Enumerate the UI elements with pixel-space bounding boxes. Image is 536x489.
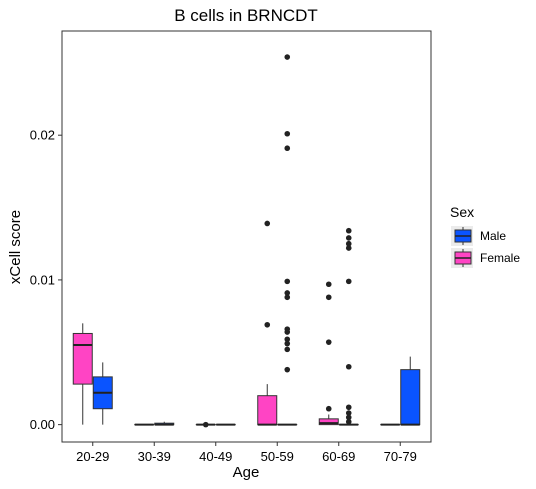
- box-male-20-29: [92, 362, 113, 425]
- outlier-point: [284, 130, 291, 137]
- box-female-40-49: [195, 421, 216, 428]
- outlier-point: [325, 339, 332, 345]
- outlier-point: [345, 227, 352, 234]
- boxes-layer: [72, 54, 421, 428]
- legend-label-male: Male: [480, 229, 506, 243]
- box-female-20-29: [72, 323, 93, 425]
- outlier-point: [345, 245, 352, 251]
- y-tick-label: 0.01: [30, 272, 55, 287]
- outlier-point: [264, 220, 271, 227]
- box-male-30-39: [154, 421, 175, 426]
- y-tick-label: 0.02: [30, 128, 55, 143]
- x-tick-label: 50-59: [261, 449, 294, 464]
- outlier-point: [345, 278, 352, 285]
- x-tick-label: 60-69: [322, 449, 355, 464]
- box-male-60-69: [338, 227, 359, 426]
- outlier-point: [345, 414, 352, 421]
- box-male-50-59: [277, 54, 298, 426]
- y-axis: 0.00 0.01 0.02: [30, 128, 62, 432]
- outlier-point: [202, 421, 209, 428]
- outlier-point: [345, 404, 352, 411]
- outlier-point: [345, 363, 352, 370]
- y-tick-label: 0.00: [30, 417, 55, 432]
- box-iqr: [318, 418, 339, 426]
- plot-panel: [61, 30, 432, 443]
- outlier-point: [325, 294, 332, 301]
- legend-key-female: [451, 248, 473, 268]
- outlier-point: [284, 336, 291, 343]
- outlier-point: [325, 281, 332, 288]
- outlier-point: [284, 145, 291, 152]
- legend-title: Sex: [450, 204, 474, 220]
- y-axis-title: xCell score: [7, 210, 24, 284]
- outlier-point: [345, 418, 352, 425]
- x-tick-label: 30-39: [138, 449, 171, 464]
- outlier-point: [284, 340, 291, 347]
- x-tick-label: 20-29: [76, 449, 109, 464]
- x-tick-label: 70-79: [384, 449, 417, 464]
- box-iqr: [72, 332, 93, 385]
- x-tick-label: 40-49: [199, 449, 232, 464]
- box-iqr: [400, 369, 421, 426]
- outlier-point: [284, 294, 291, 301]
- box-iqr: [257, 395, 278, 426]
- legend-label-female: Female: [480, 251, 520, 265]
- outlier-point: [264, 321, 271, 328]
- outlier-point: [284, 54, 291, 60]
- outlier-point: [345, 240, 352, 247]
- outlier-point: [325, 405, 332, 412]
- x-axis: 20-29 30-39 40-49 50-59 60-69 70-79: [76, 442, 417, 464]
- box-female-60-69: [318, 281, 339, 426]
- box-male-70-79: [400, 356, 421, 426]
- x-axis-title: Age: [233, 464, 260, 481]
- outlier-point: [284, 278, 291, 285]
- outlier-point: [284, 290, 291, 296]
- box-female-50-59: [257, 220, 278, 426]
- outlier-point: [345, 235, 352, 241]
- chart-title: B cells in BRNCDT: [174, 6, 318, 25]
- outlier-point: [284, 326, 291, 332]
- legend: Sex Male Female: [450, 204, 520, 268]
- outlier-point: [345, 410, 352, 416]
- outlier-point: [284, 366, 291, 373]
- legend-key-male: [451, 226, 473, 246]
- outlier-point: [284, 346, 291, 353]
